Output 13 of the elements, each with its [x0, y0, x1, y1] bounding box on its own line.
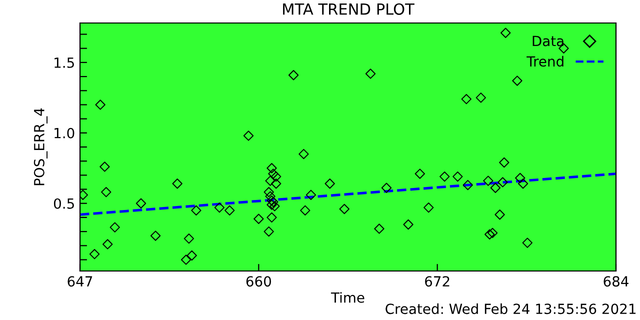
x-axis-title: Time	[330, 292, 364, 303]
y-axis-title: POS_ERR_4	[34, 108, 48, 186]
x-tick-label: 684	[604, 276, 628, 287]
y-tick-label: 1.5	[54, 58, 74, 68]
legend-label: Data	[532, 36, 564, 46]
x-tick-label: 660	[246, 276, 271, 287]
legend-label: Trend	[526, 56, 564, 67]
y-tick-label: 0.5	[54, 198, 74, 209]
x-tick-label: 672	[425, 276, 450, 287]
text: Created: Wed Feb 24 13:55:56 2021	[386, 303, 636, 314]
x-tick-label: 647	[68, 276, 92, 287]
chart-title: MTA TREND PLOT	[283, 3, 414, 15]
y-tick-label: 1.0	[54, 128, 74, 138]
